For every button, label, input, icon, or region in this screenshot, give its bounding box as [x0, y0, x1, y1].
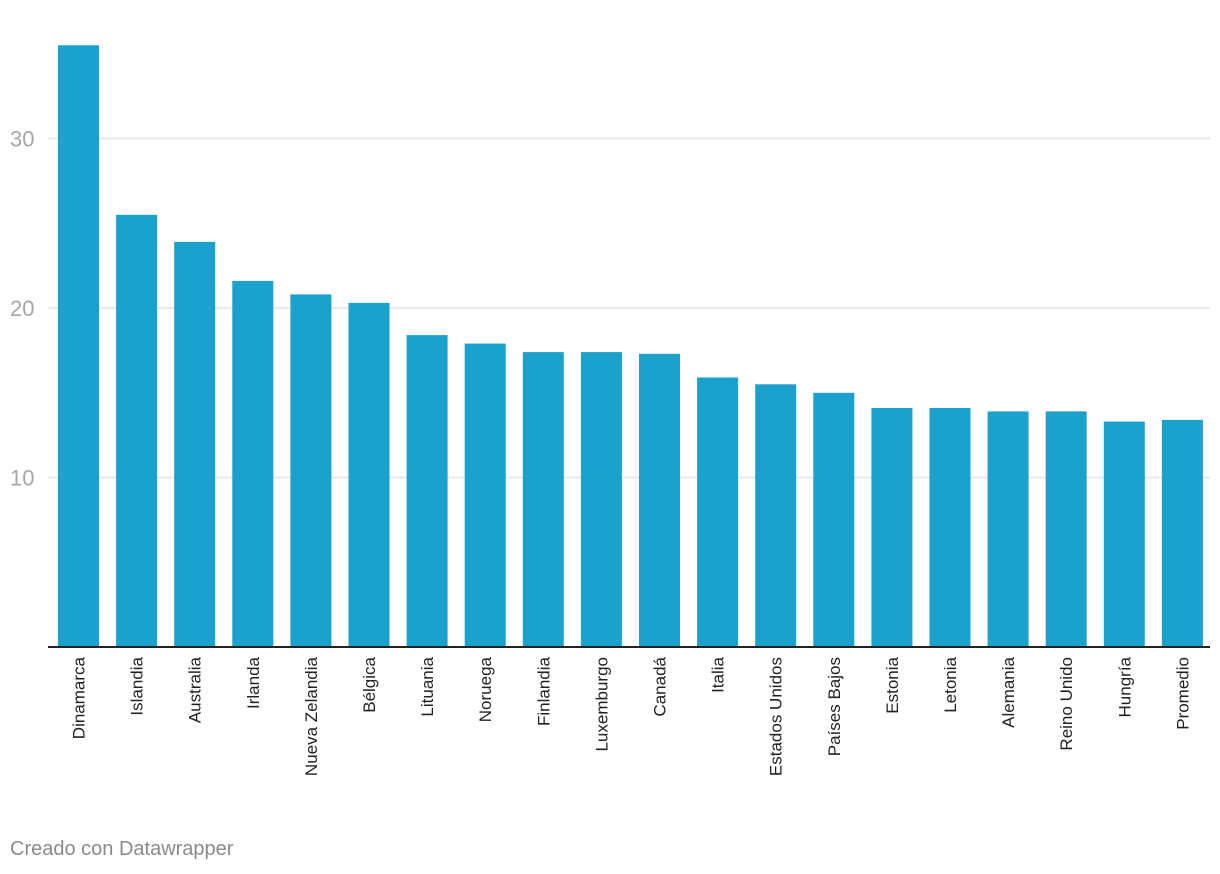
bar-15 — [929, 408, 971, 647]
x-tick-label-4: Nueva Zelandia — [302, 656, 321, 776]
bar-17 — [1045, 411, 1087, 647]
x-tick-label-12: Estados Unidos — [767, 657, 786, 776]
bars — [58, 45, 1203, 648]
bar-3 — [232, 280, 274, 647]
x-tick-labels: Dinamarca Islandia Australia Irlanda Nueva Z… — [70, 656, 1193, 776]
bar-5 — [348, 302, 390, 647]
x-tick-label-19: Promedio — [1173, 657, 1192, 730]
bar-10 — [639, 353, 680, 647]
x-tick-label-8: Finlandia — [534, 656, 553, 726]
y-tick-label-30: 30 — [10, 127, 34, 152]
x-tick-label-18: Hungría — [1115, 656, 1134, 717]
bar-8 — [522, 352, 564, 647]
x-tick-label-6: Lituania — [418, 656, 437, 716]
x-tick-label-11: Italia — [709, 656, 728, 692]
x-tick-label-5: Bélgica — [360, 656, 379, 712]
x-tick-label-10: Canadá — [651, 656, 670, 716]
x-tick-label-14: Estonia — [883, 656, 902, 713]
credit-text: Creado con Datawrapper — [10, 838, 234, 860]
x-tick-label-1: Islandia — [128, 656, 147, 715]
x-tick-label-16: Alemania — [999, 656, 1018, 727]
bar-16 — [987, 411, 1029, 647]
bar-19 — [1161, 419, 1203, 647]
bar-2 — [174, 241, 216, 647]
bar-11 — [697, 377, 739, 647]
bar-7 — [464, 343, 506, 647]
bar-18 — [1103, 421, 1145, 647]
bar-14 — [871, 408, 913, 647]
bar-6 — [406, 335, 448, 647]
x-tick-label-0: Dinamarca — [70, 656, 89, 739]
x-tick-label-9: Luxemburgo — [592, 657, 611, 752]
y-tick-labels: 10 20 30 — [10, 127, 34, 491]
bar-4 — [290, 294, 332, 647]
bar-9 — [580, 352, 622, 647]
bar-1 — [116, 214, 158, 648]
x-tick-label-7: Noruega — [476, 656, 495, 722]
x-tick-label-13: Países Bajos — [825, 657, 844, 756]
bar-13 — [813, 392, 855, 648]
bar-12 — [755, 384, 797, 647]
x-tick-label-17: Reino Unido — [1057, 657, 1076, 751]
y-tick-label-10: 10 — [10, 466, 34, 491]
x-tick-label-2: Australia — [186, 656, 205, 723]
bar-0 — [58, 45, 99, 648]
gridlines — [48, 137, 1210, 479]
y-tick-label-20: 20 — [10, 296, 34, 321]
x-tick-label-3: Irlanda — [244, 656, 263, 709]
x-tick-label-15: Letonia — [941, 656, 960, 712]
